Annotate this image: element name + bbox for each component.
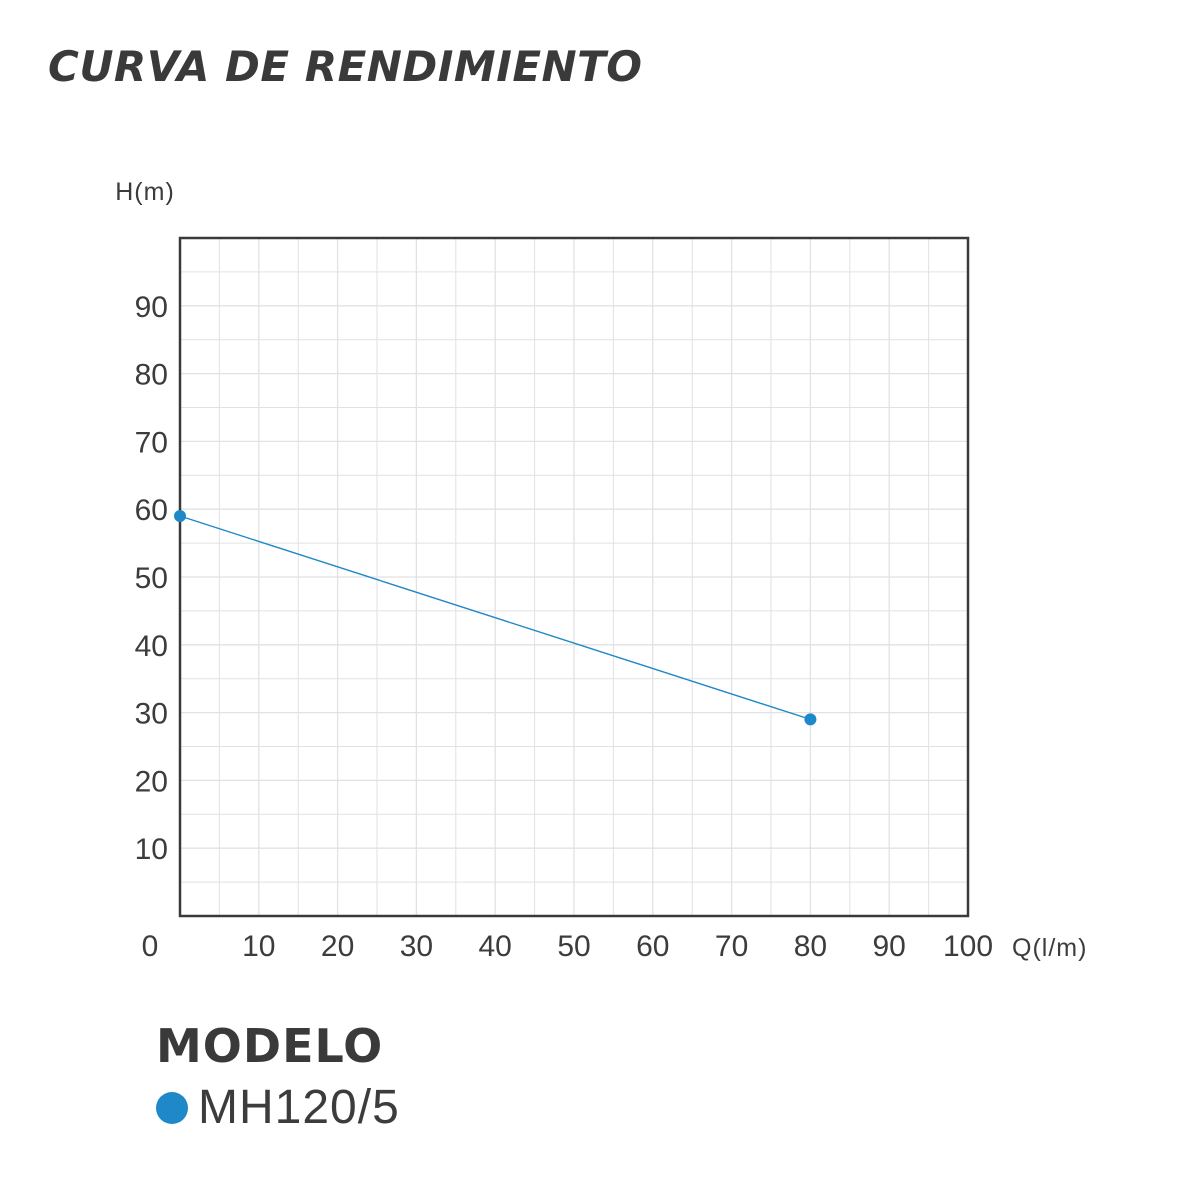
x-tick-label: 0 bbox=[142, 930, 159, 963]
x-tick-label: 50 bbox=[557, 930, 590, 963]
x-tick-label: 100 bbox=[943, 930, 993, 963]
grid-layer bbox=[180, 238, 968, 916]
x-tick-label: 80 bbox=[794, 930, 827, 963]
y-tick-label: 40 bbox=[135, 630, 168, 663]
legend-title: MODELO bbox=[156, 1019, 384, 1073]
y-tick-label: 20 bbox=[135, 765, 168, 798]
plot-frame bbox=[178, 236, 970, 918]
y-tick-labels: 10 20 30 40 50 60 70 80 90 bbox=[135, 291, 168, 866]
y-tick-label: 30 bbox=[135, 698, 168, 731]
y-tick-label: 50 bbox=[135, 562, 168, 595]
data-point bbox=[804, 713, 817, 726]
x-tick-label: 70 bbox=[715, 930, 748, 963]
y-tick-label: 80 bbox=[135, 359, 168, 392]
y-axis-label: H(m) bbox=[115, 178, 175, 206]
page-title: CURVA DE RENDIMIENTO bbox=[48, 42, 643, 91]
x-tick-label: 90 bbox=[873, 930, 906, 963]
legend-swatch bbox=[156, 1091, 188, 1124]
x-tick-label: 30 bbox=[400, 930, 433, 963]
series-line bbox=[179, 515, 811, 721]
legend: MODELO MH120/5 bbox=[156, 1018, 400, 1135]
x-axis-label: Q(l/m) bbox=[1012, 934, 1087, 962]
data-point bbox=[174, 509, 186, 522]
series-layer bbox=[174, 509, 817, 726]
x-tick-label: 60 bbox=[636, 930, 669, 963]
y-tick-label: 60 bbox=[135, 494, 168, 527]
legend-series-label: MH120/5 bbox=[198, 1081, 400, 1134]
x-tick-label: 40 bbox=[479, 930, 512, 963]
y-tick-label: 10 bbox=[135, 833, 168, 866]
x-tick-labels: 0 10 20 30 40 50 60 70 80 90 100 bbox=[142, 930, 993, 963]
y-tick-label: 90 bbox=[135, 291, 168, 324]
x-tick-label: 20 bbox=[321, 930, 354, 963]
legend-entry: MH120/5 bbox=[156, 1080, 400, 1135]
x-tick-label: 10 bbox=[242, 930, 275, 963]
y-tick-label: 70 bbox=[135, 426, 168, 459]
